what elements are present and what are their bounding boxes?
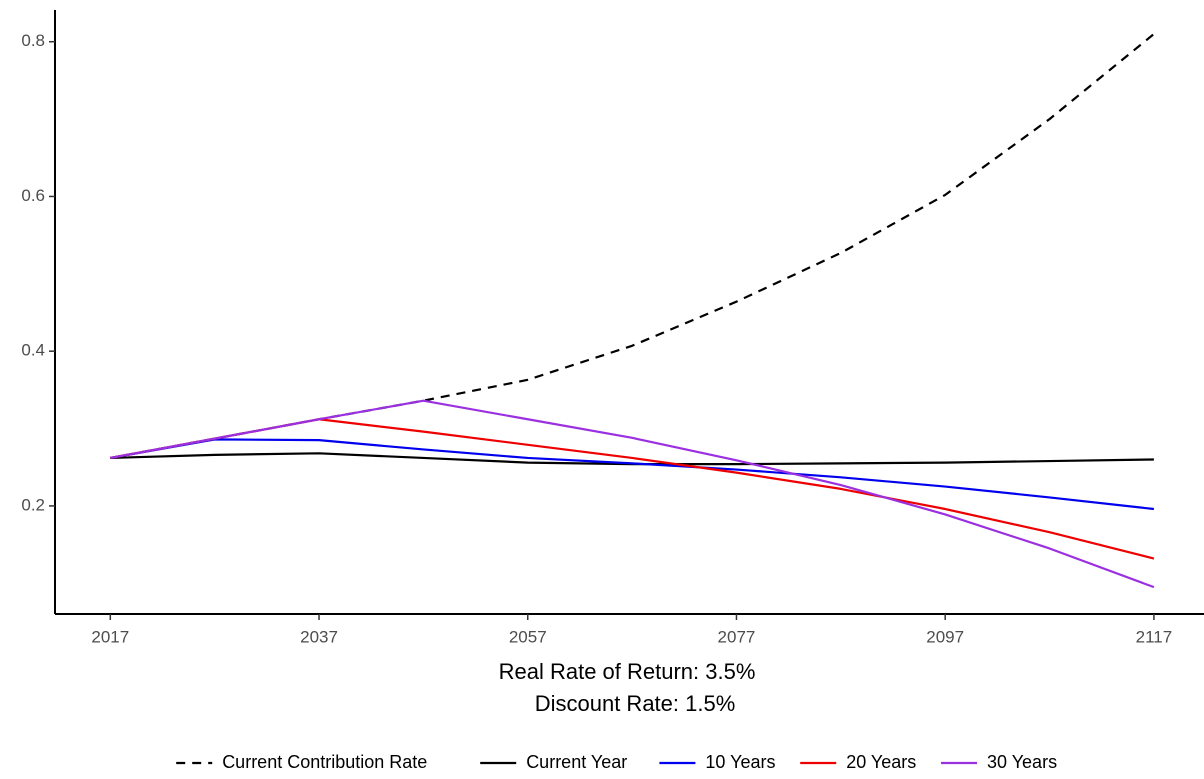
series-line <box>110 438 1155 511</box>
x-axis-label: Discount Rate: 1.5% <box>535 691 736 716</box>
y-tick-label: 0.6 <box>21 186 45 205</box>
y-tick-label: 0.8 <box>21 31 45 50</box>
x-tick-label: 2097 <box>926 627 964 646</box>
legend-label: 10 Years <box>705 752 775 772</box>
y-tick-label: 0.4 <box>21 341 45 360</box>
series-line <box>110 399 1155 589</box>
x-tick-label: 2037 <box>300 627 338 646</box>
x-tick-label: 2017 <box>91 627 129 646</box>
legend-label: 30 Years <box>987 752 1057 772</box>
x-tick-label: 2117 <box>1136 627 1173 646</box>
x-axis-label: Real Rate of Return: 3.5% <box>499 659 756 684</box>
legend-label: Current Contribution Rate <box>222 752 427 772</box>
legend-label: Current Year <box>526 752 627 772</box>
legend-label: 20 Years <box>846 752 916 772</box>
x-tick-label: 2057 <box>509 627 547 646</box>
series-line <box>110 33 1155 460</box>
y-tick-label: 0.2 <box>21 495 45 514</box>
x-tick-label: 2077 <box>718 627 756 646</box>
